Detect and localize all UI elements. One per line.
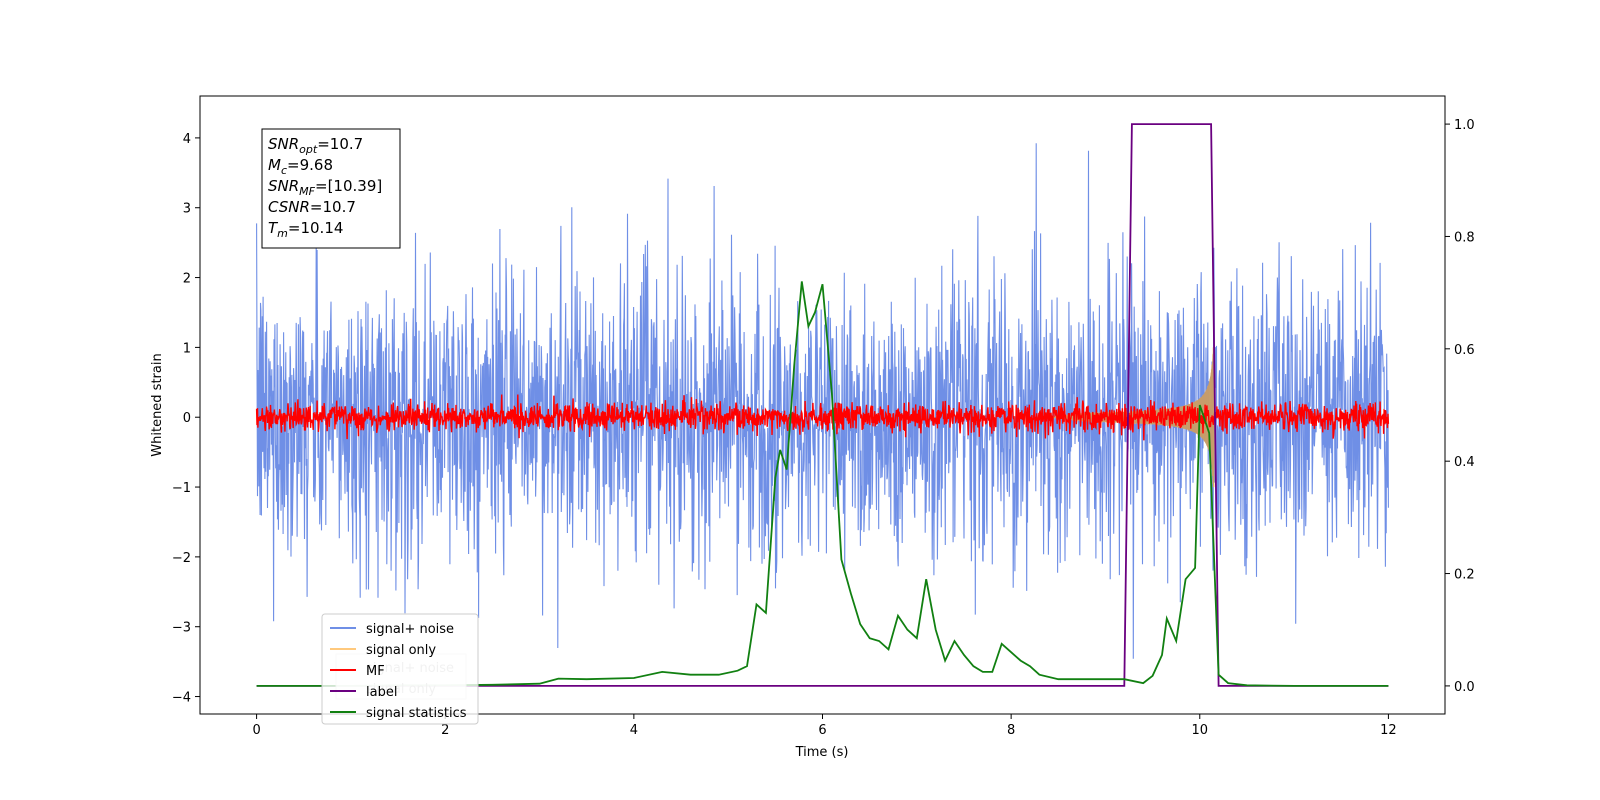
x-axis-label: Time (s) [795,745,849,760]
legend-label: label [366,685,397,700]
y2-tick-label: 1.0 [1454,118,1475,133]
annotation-line: Tm=10.14 [268,219,343,240]
legend-label: signal+ noise [366,622,454,637]
annotation-line: Mc=9.68 [268,156,333,177]
annotation-line: SNRMF=[10.39] [268,177,382,198]
y-tick-label: 4 [183,132,191,147]
legend-label: signal statistics [366,706,467,721]
y-tick-label: 2 [183,272,191,287]
annotation-line: CSNR=10.7 [268,198,356,216]
annotation-frame [261,128,401,249]
series-signal-plus-noise [256,143,1389,659]
y2-tick-label: 0.0 [1454,680,1475,695]
x-tick-label: 12 [1380,723,1397,738]
y2-tick-label: 0.6 [1454,343,1475,358]
y-tick-label: 1 [183,341,191,356]
legend-frame [321,613,479,725]
y2-tick-label: 0.4 [1454,455,1475,470]
x-axis: 0 2 4 6 8 10 12 [252,714,1397,738]
y-tick-label: −2 [172,551,191,566]
y2-tick-label: 0.8 [1454,230,1475,245]
series-signal-statistics [256,281,1389,687]
series-layer [255,123,1390,687]
y2-tick-label: 0.2 [1454,568,1475,583]
legend-label: signal only [366,643,436,658]
x-tick-label: 2 [441,723,449,738]
x-tick-label: 0 [252,723,260,738]
x-tick-label: 6 [818,723,826,738]
x-tick-label: 4 [630,723,638,738]
y-tick-label: 0 [183,411,191,426]
y-axis-left: −4 −3 −2 −1 0 1 2 3 4 [172,132,200,706]
legend-label: MF [366,664,385,679]
y-axis-right: 0.0 0.2 0.4 0.6 0.8 1.0 [1445,118,1475,695]
x-tick-label: 8 [1007,723,1015,738]
y-tick-label: −1 [172,481,191,496]
stats-annotation-box: SNRopt=10.7Mc=9.68SNRMF=[10.39]CSNR=10.7… [261,128,401,249]
y-axis-label: Whitened strain [150,353,165,456]
y-tick-label: −3 [172,621,191,636]
annotation-line: SNRopt=10.7 [268,135,363,156]
y-tick-label: 3 [183,202,191,217]
y-tick-label: −4 [172,691,191,706]
x-tick-label: 10 [1191,723,1208,738]
